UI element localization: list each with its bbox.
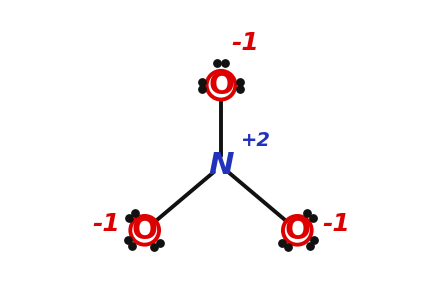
Text: -1: -1 — [231, 31, 259, 55]
Text: O: O — [284, 216, 310, 245]
Text: O: O — [208, 71, 234, 100]
Point — [311, 238, 318, 243]
Point — [214, 60, 221, 65]
Point — [198, 79, 205, 84]
Point — [131, 211, 138, 216]
Point — [129, 243, 136, 248]
Text: O: O — [132, 216, 158, 245]
Point — [237, 86, 244, 91]
Point — [126, 215, 133, 220]
Point — [284, 245, 291, 250]
Point — [306, 243, 313, 248]
Point — [304, 211, 311, 216]
Point — [198, 86, 205, 91]
Text: -1: -1 — [92, 212, 120, 236]
Point — [156, 240, 164, 245]
Point — [151, 245, 158, 250]
Point — [221, 60, 228, 65]
Text: N: N — [208, 152, 234, 181]
Point — [309, 215, 316, 220]
Point — [237, 79, 244, 84]
Point — [278, 240, 286, 245]
Text: -1: -1 — [322, 212, 350, 236]
Text: +2: +2 — [240, 130, 271, 149]
Point — [124, 238, 131, 243]
